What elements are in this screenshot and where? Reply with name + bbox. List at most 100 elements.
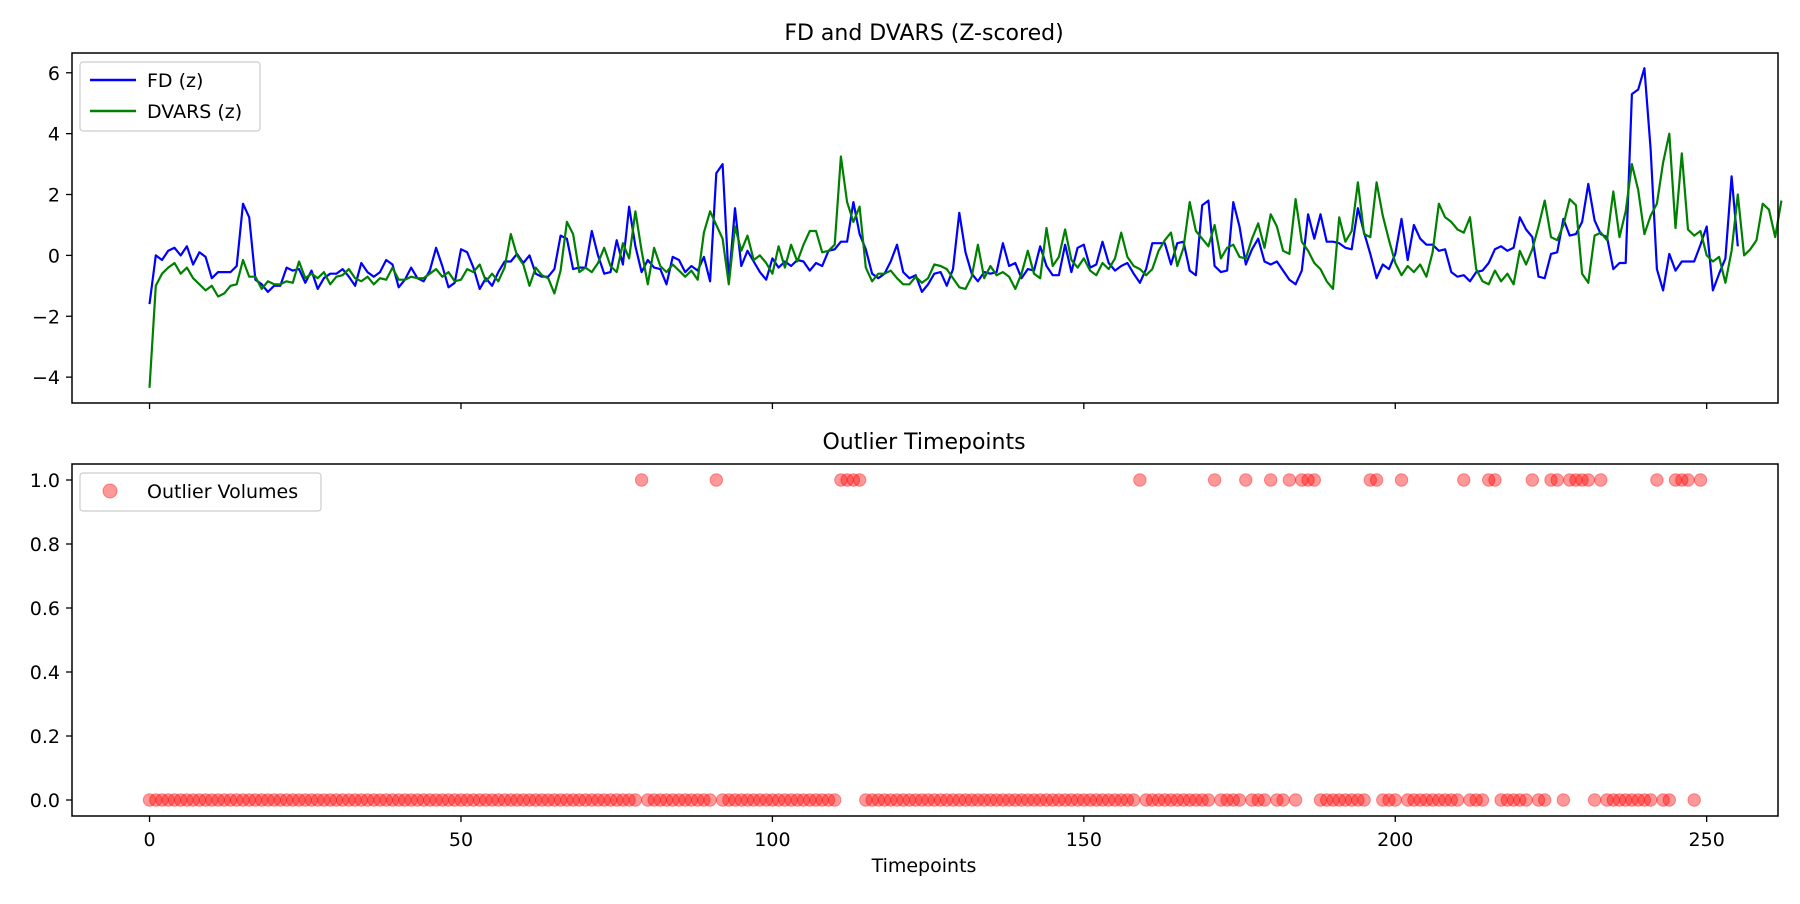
non-outlier-point (1351, 793, 1365, 807)
non-outlier-point (1432, 793, 1446, 807)
non-outlier-point (473, 793, 487, 807)
non-outlier-point (1450, 793, 1465, 807)
non-outlier-point (734, 793, 748, 807)
non-outlier-point (1089, 793, 1104, 807)
non-outlier-point (1637, 793, 1652, 807)
non-outlier-point (902, 793, 917, 807)
non-outlier-point (1151, 793, 1166, 807)
outlier-panel: Outlier Timepoints 0.0 0.2 0.4 0.6 0.8 1.0 0 50… (30, 430, 1779, 877)
non-outlier-point (622, 793, 636, 807)
non-outlier-point (647, 793, 661, 807)
non-outlier-point (1500, 793, 1515, 807)
non-outlier-point (142, 793, 157, 807)
top-y-tick-label: −2 (32, 306, 60, 328)
non-outlier-point (211, 793, 225, 807)
non-outlier-point (1313, 793, 1328, 807)
non-outlier-point (367, 793, 381, 807)
top-y-tick-label: 6 (48, 63, 60, 85)
non-outlier-point (1619, 793, 1633, 807)
non-outlier-point (591, 793, 605, 807)
non-outlier-point (553, 793, 568, 807)
non-outlier-point (217, 793, 232, 807)
non-outlier-point (1120, 793, 1135, 807)
outlier-point (709, 473, 723, 487)
non-outlier-point (510, 793, 524, 807)
non-outlier-point (1108, 793, 1122, 807)
non-outlier-point (1046, 793, 1060, 807)
non-outlier-point (1139, 793, 1153, 807)
bottom-legend: Outlier Volumes (79, 472, 322, 512)
non-outlier-point (996, 793, 1010, 807)
non-outlier-point (1257, 793, 1272, 807)
outlier-point (846, 473, 861, 487)
non-outlier-point (255, 793, 269, 807)
non-outlier-point (1338, 793, 1353, 807)
non-outlier-point (821, 793, 836, 807)
outlier-point (1675, 473, 1689, 487)
non-outlier-point (1158, 793, 1172, 807)
outlier-point (1133, 473, 1147, 487)
non-outlier-point (1102, 793, 1116, 807)
non-outlier-point (273, 793, 287, 807)
non-outlier-point (298, 793, 312, 807)
non-outlier-point (267, 793, 281, 807)
non-outlier-point (248, 793, 263, 807)
non-outlier-point (1245, 793, 1259, 807)
non-outlier-point (809, 793, 823, 807)
outlier-point (1282, 473, 1297, 487)
non-outlier-point (423, 793, 437, 807)
non-outlier-point (1612, 793, 1627, 807)
non-outlier-point (373, 793, 387, 807)
outlier-point (1301, 473, 1315, 487)
non-outlier-point (242, 793, 256, 807)
outlier-point (1264, 473, 1278, 487)
non-outlier-point (1357, 793, 1371, 807)
non-outlier-point (896, 793, 910, 807)
outlier-point (634, 473, 649, 487)
non-outlier-point (398, 793, 412, 807)
non-outlier-point (884, 793, 898, 807)
non-outlier-point (659, 793, 674, 807)
non-outlier-point (1170, 793, 1185, 807)
outlier-point (1307, 473, 1322, 487)
outlier-point (1488, 473, 1502, 487)
non-outlier-point (1519, 793, 1533, 807)
non-outlier-point (1033, 793, 1047, 807)
outlier-point (1457, 473, 1471, 487)
non-outlier-point (354, 793, 368, 807)
non-outlier-point (1625, 793, 1639, 807)
non-outlier-point (1407, 793, 1421, 807)
non-outlier-point (566, 793, 580, 807)
non-outlier-point (230, 793, 244, 807)
non-outlier-point (491, 793, 505, 807)
non-outlier-point (684, 793, 699, 807)
top-y-tick-label: −4 (32, 367, 60, 389)
non-outlier-point (796, 793, 811, 807)
non-outlier-point (678, 793, 692, 807)
outlier-point (1239, 473, 1253, 487)
non-outlier-point (1058, 793, 1072, 807)
outlier-point (1693, 473, 1708, 487)
outlier-point (1563, 473, 1577, 487)
non-outlier-point (1656, 793, 1670, 807)
non-outlier-point (1687, 793, 1701, 807)
bottom-x-axis-label: Timepoints (871, 855, 977, 877)
non-outlier-point (1002, 793, 1016, 807)
non-outlier-point (1556, 793, 1571, 807)
non-outlier-point (460, 793, 474, 807)
non-outlier-point (666, 793, 680, 807)
non-outlier-point (416, 793, 431, 807)
non-outlier-point (1008, 793, 1022, 807)
non-outlier-point (466, 793, 481, 807)
non-outlier-point (946, 793, 960, 807)
non-outlier-point (279, 793, 294, 807)
non-outlier-point (1189, 793, 1203, 807)
non-outlier-point (753, 793, 767, 807)
bottom-legend-box (79, 472, 322, 512)
non-outlier-point (1232, 793, 1247, 807)
non-outlier-point (379, 793, 393, 807)
non-outlier-point (1052, 793, 1066, 807)
non-outlier-point (1270, 793, 1284, 807)
non-outlier-point (317, 793, 331, 807)
